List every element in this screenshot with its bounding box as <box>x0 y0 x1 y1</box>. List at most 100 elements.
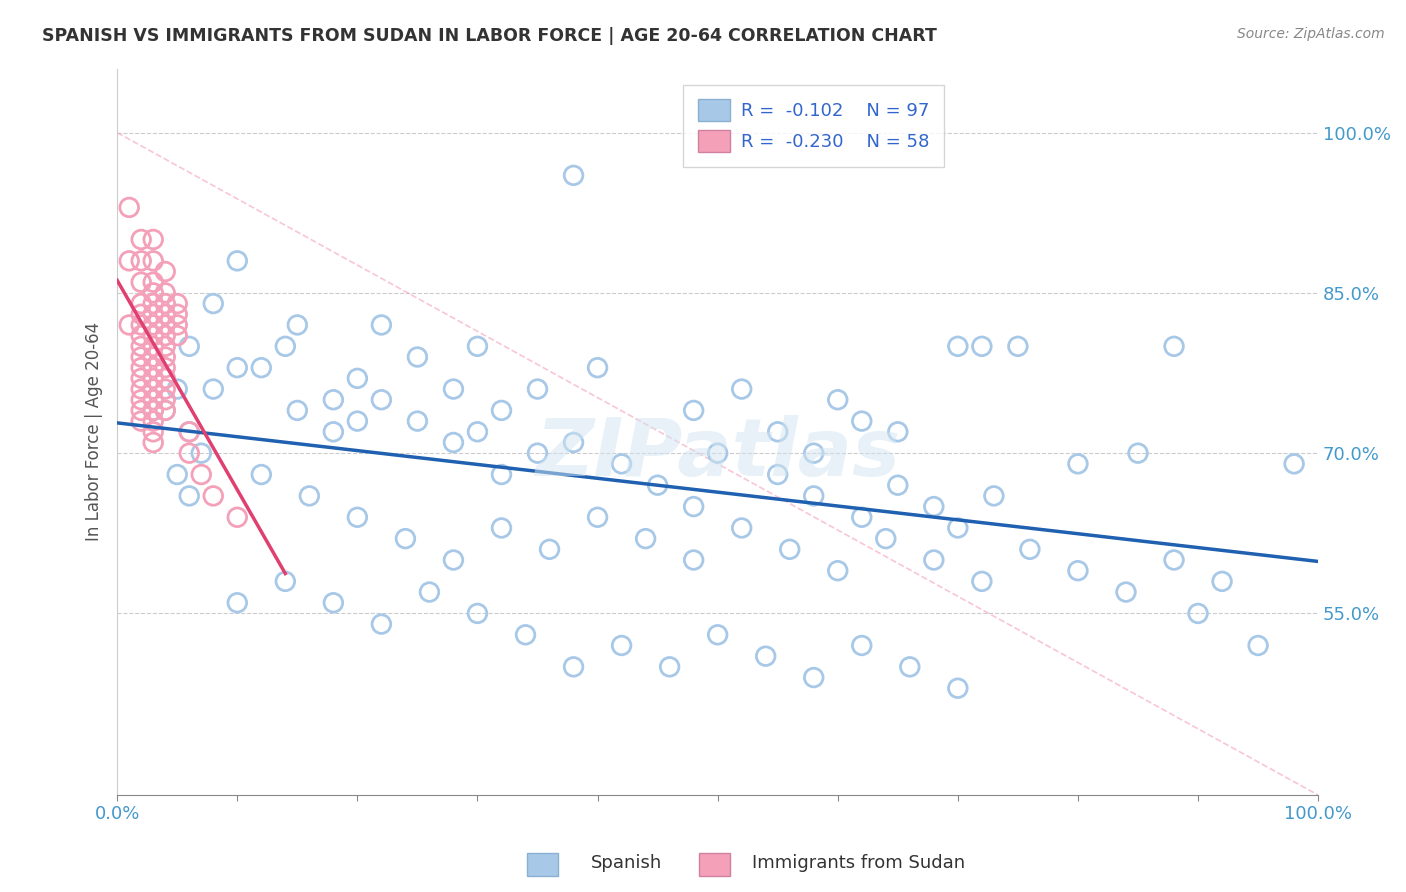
Text: Spanish: Spanish <box>591 855 662 872</box>
Point <box>285 403 308 417</box>
Point <box>155 360 177 375</box>
Point <box>179 425 201 439</box>
Point <box>851 639 873 653</box>
Point <box>129 328 152 343</box>
Point <box>1211 574 1233 589</box>
Point <box>766 467 789 482</box>
Point <box>142 403 165 417</box>
Point <box>142 307 165 321</box>
Y-axis label: In Labor Force | Age 20-64: In Labor Force | Age 20-64 <box>86 322 103 541</box>
Point <box>946 339 969 353</box>
Point <box>898 660 921 674</box>
Point <box>202 296 225 310</box>
Point <box>983 489 1005 503</box>
Point <box>491 467 513 482</box>
Point <box>142 275 165 289</box>
Point <box>142 403 165 417</box>
Point <box>586 510 609 524</box>
Point <box>155 403 177 417</box>
Point <box>129 371 152 385</box>
Point <box>155 350 177 364</box>
Point <box>779 542 801 557</box>
Point <box>166 296 188 310</box>
Point <box>1282 457 1305 471</box>
Point <box>682 403 704 417</box>
Point <box>875 532 897 546</box>
Point <box>285 318 308 332</box>
Point <box>586 360 609 375</box>
Point <box>946 681 969 696</box>
Point <box>682 500 704 514</box>
Point <box>142 371 165 385</box>
Point <box>610 457 633 471</box>
Point <box>142 425 165 439</box>
Point <box>406 414 429 428</box>
Point <box>166 318 188 332</box>
Point <box>202 382 225 396</box>
Point <box>526 382 548 396</box>
Point <box>1115 585 1137 599</box>
Point <box>1067 457 1090 471</box>
Point <box>1163 339 1185 353</box>
Point <box>526 446 548 460</box>
Point <box>129 414 152 428</box>
Point <box>418 585 440 599</box>
Point <box>515 628 537 642</box>
Point <box>803 671 825 685</box>
Point <box>647 478 669 492</box>
Point <box>202 489 225 503</box>
Point <box>887 425 910 439</box>
Point <box>851 414 873 428</box>
Point <box>491 403 513 417</box>
Point <box>634 532 657 546</box>
Point <box>887 478 910 492</box>
Point <box>1067 564 1090 578</box>
Point <box>129 392 152 407</box>
Point <box>142 285 165 300</box>
Point <box>166 328 188 343</box>
Point <box>1126 446 1149 460</box>
Point <box>129 275 152 289</box>
Point <box>155 264 177 278</box>
Point <box>562 435 585 450</box>
Point <box>443 553 465 567</box>
Text: Source: ZipAtlas.com: Source: ZipAtlas.com <box>1237 27 1385 41</box>
Point <box>190 446 212 460</box>
Point <box>129 360 152 375</box>
Point <box>142 392 165 407</box>
Point <box>142 339 165 353</box>
Point <box>155 392 177 407</box>
Point <box>129 350 152 364</box>
Point <box>250 360 273 375</box>
Point <box>538 542 561 557</box>
Point <box>298 489 321 503</box>
Point <box>827 564 849 578</box>
Point <box>118 318 141 332</box>
Point <box>803 489 825 503</box>
Point <box>129 307 152 321</box>
Point <box>155 307 177 321</box>
Point <box>118 253 141 268</box>
Point <box>179 446 201 460</box>
Point <box>1247 639 1270 653</box>
Point <box>142 350 165 364</box>
Point <box>851 510 873 524</box>
Point <box>129 232 152 246</box>
Point <box>970 339 993 353</box>
Point <box>491 521 513 535</box>
Point <box>731 382 754 396</box>
Point <box>370 392 392 407</box>
Point <box>226 596 249 610</box>
Point <box>155 296 177 310</box>
Point <box>155 403 177 417</box>
Point <box>226 253 249 268</box>
Point <box>142 435 165 450</box>
Point <box>682 553 704 567</box>
Point <box>731 521 754 535</box>
Point <box>1007 339 1029 353</box>
Point <box>166 467 188 482</box>
Point <box>370 318 392 332</box>
Point <box>274 574 297 589</box>
Point <box>755 649 778 664</box>
Point <box>467 339 489 353</box>
